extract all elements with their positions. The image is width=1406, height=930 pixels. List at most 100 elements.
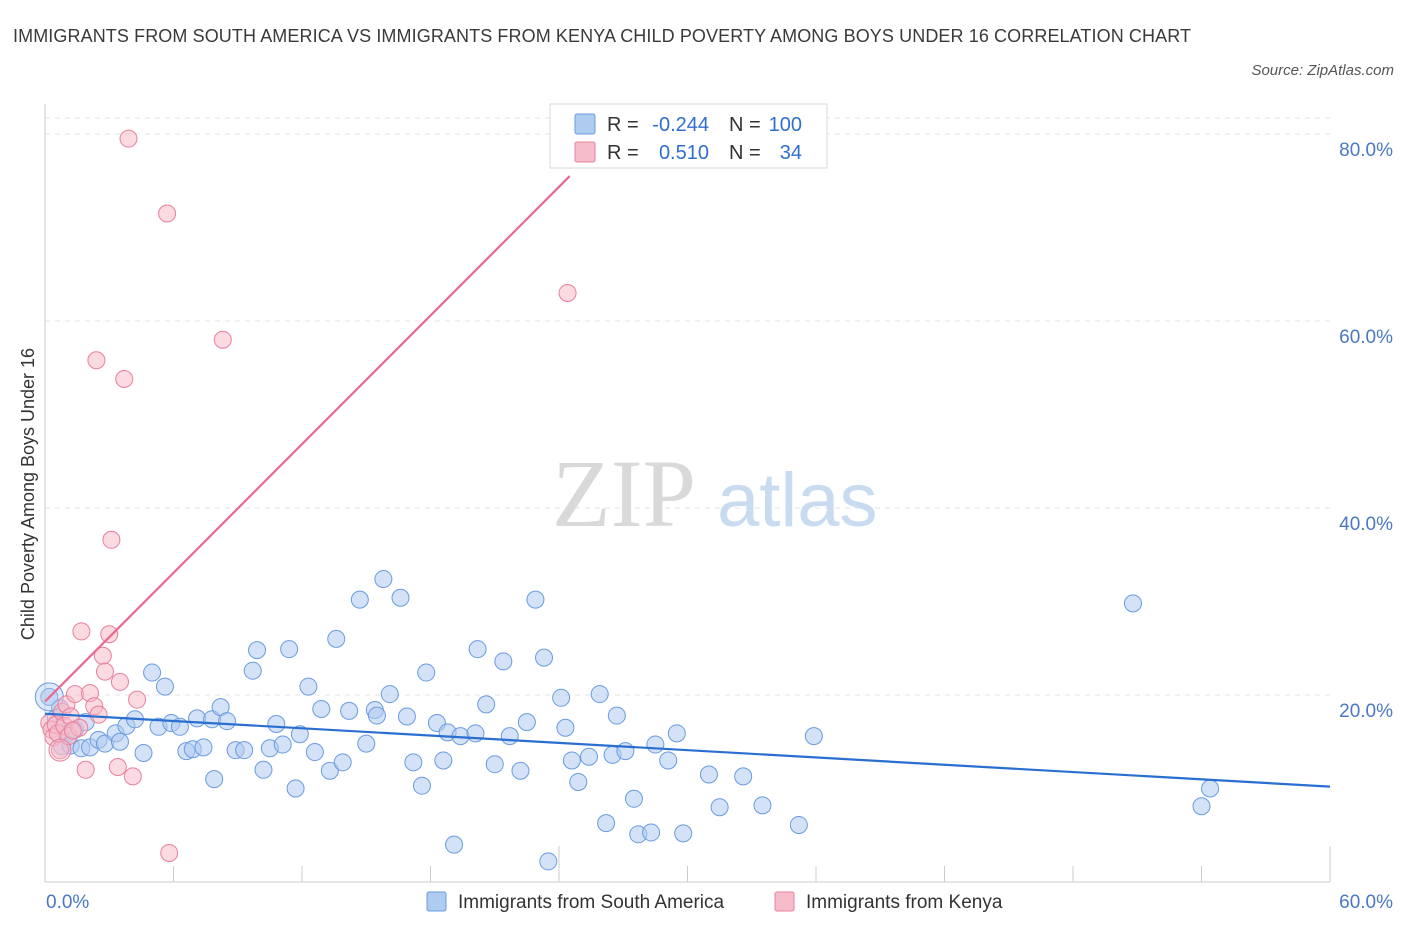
south-america-point-95 (753, 796, 772, 815)
kenya-point-22 (102, 530, 121, 549)
y-tick-label-60: 60.0% (1339, 327, 1393, 348)
south-america-point-25 (194, 738, 213, 757)
south-america-point-41 (299, 677, 318, 696)
y-axis-label: Child Poverty Among Boys Under 16 (18, 348, 38, 640)
kenya-point-11 (65, 685, 84, 704)
south-america-point-98 (1123, 594, 1142, 613)
legend-swatch-kenya (574, 141, 596, 163)
bottom-legend-label-kenya: Immigrants from Kenya (806, 892, 1003, 913)
south-america-point-99 (1192, 797, 1211, 816)
legend: R = -0.244 N = 100 R = 0.510 N = 34 (549, 103, 828, 169)
bottom-legend-swatch-south-america (426, 891, 447, 912)
legend-n-value-1: 100 (769, 114, 802, 136)
bottom-legend: Immigrants from South America Immigrants… (426, 891, 1003, 913)
south-america-point-84 (616, 742, 635, 761)
kenya-point-23 (108, 757, 127, 776)
south-america-point-51 (367, 706, 386, 725)
south-america-point-75 (552, 688, 571, 707)
legend-r-value-1: -0.244 (652, 114, 709, 136)
south-america-point-49 (357, 734, 376, 753)
kenya-point-27 (123, 767, 142, 786)
south-america-point-33 (248, 641, 267, 660)
south-america-point-87 (642, 823, 661, 842)
south-america-point-73 (535, 648, 554, 667)
kenya-point-26 (119, 129, 138, 148)
x-tick-labels: 0.0% 60.0% (46, 892, 1393, 913)
south-america-point-39 (286, 779, 305, 798)
south-america-point-27 (205, 770, 224, 789)
bottom-legend-label-south-america: Immigrants from South America (458, 892, 725, 913)
series-kenya-points (40, 129, 577, 863)
south-america-point-91 (674, 824, 693, 843)
kenya-point-32 (558, 283, 577, 302)
south-america-point-32 (243, 661, 262, 680)
south-america-point-13 (110, 732, 129, 751)
x-tick-label-max: 60.0% (1339, 892, 1393, 913)
kenya-point-5 (50, 741, 69, 760)
legend-box (549, 103, 828, 169)
legend-n-label-2: N = (729, 142, 761, 164)
kenya-point-31 (213, 330, 232, 349)
watermark-atlas: atlas (717, 458, 878, 543)
kenya-point-29 (158, 204, 177, 223)
south-america-point-45 (327, 629, 346, 648)
south-america-point-44 (320, 761, 339, 780)
kenya-point-30 (160, 844, 179, 863)
y-tick-label-80: 80.0% (1339, 140, 1393, 161)
kenya-point-21 (100, 625, 119, 644)
legend-swatch-south-america (574, 113, 596, 135)
kenya-point-33 (63, 721, 82, 740)
legend-n-label-1: N = (729, 114, 761, 136)
kenya-point-20 (95, 662, 114, 681)
south-america-point-58 (417, 663, 436, 682)
south-america-point-83 (607, 706, 626, 725)
south-america-point-88 (646, 735, 665, 754)
south-america-point-37 (273, 735, 292, 754)
south-america-point-16 (134, 743, 153, 762)
kenya-trend-line (44, 175, 571, 703)
south-america-point-100 (1201, 779, 1220, 798)
series-south-america-points (34, 570, 1220, 871)
kenya-point-17 (87, 351, 106, 370)
south-america-point-78 (569, 772, 588, 791)
south-america-point-29 (218, 712, 237, 731)
kenya-point-14 (76, 760, 95, 779)
south-america-trend-line (44, 712, 1331, 788)
south-america-point-97 (804, 727, 823, 746)
kenya-point-13 (72, 622, 91, 641)
south-america-point-17 (143, 663, 162, 682)
south-america-point-71 (517, 713, 536, 732)
south-america-point-48 (350, 590, 369, 609)
south-america-point-80 (590, 685, 609, 704)
south-america-point-19 (155, 677, 174, 696)
south-america-point-66 (477, 695, 496, 714)
legend-r-label-1: R = (607, 114, 639, 136)
south-america-point-42 (305, 743, 324, 762)
south-america-point-77 (562, 751, 581, 770)
south-america-point-55 (397, 707, 416, 726)
bottom-legend-swatch-kenya (774, 891, 795, 912)
legend-n-value-2: 34 (780, 142, 802, 164)
south-america-point-36 (267, 714, 286, 733)
south-america-point-53 (380, 685, 399, 704)
y-tick-label-40: 40.0% (1339, 514, 1393, 535)
south-america-point-85 (624, 789, 643, 808)
south-america-point-65 (468, 640, 487, 659)
south-america-point-67 (485, 755, 504, 774)
south-america-point-34 (254, 760, 273, 779)
south-america-point-76 (556, 718, 575, 737)
south-america-point-93 (710, 798, 729, 817)
legend-r-value-2: 0.510 (659, 142, 709, 164)
watermark-zip: ZIP (552, 440, 696, 547)
watermark: ZIP atlas (552, 440, 878, 547)
south-america-point-72 (526, 590, 545, 609)
kenya-point-large (48, 738, 72, 762)
south-america-point-89 (659, 751, 678, 770)
kenya-point-24 (110, 672, 129, 691)
south-america-point-43 (312, 700, 331, 719)
south-america-point-38 (280, 640, 299, 659)
south-america-point-60 (434, 751, 453, 770)
south-america-point-52 (374, 570, 393, 589)
y-tick-label-20: 20.0% (1339, 701, 1393, 722)
